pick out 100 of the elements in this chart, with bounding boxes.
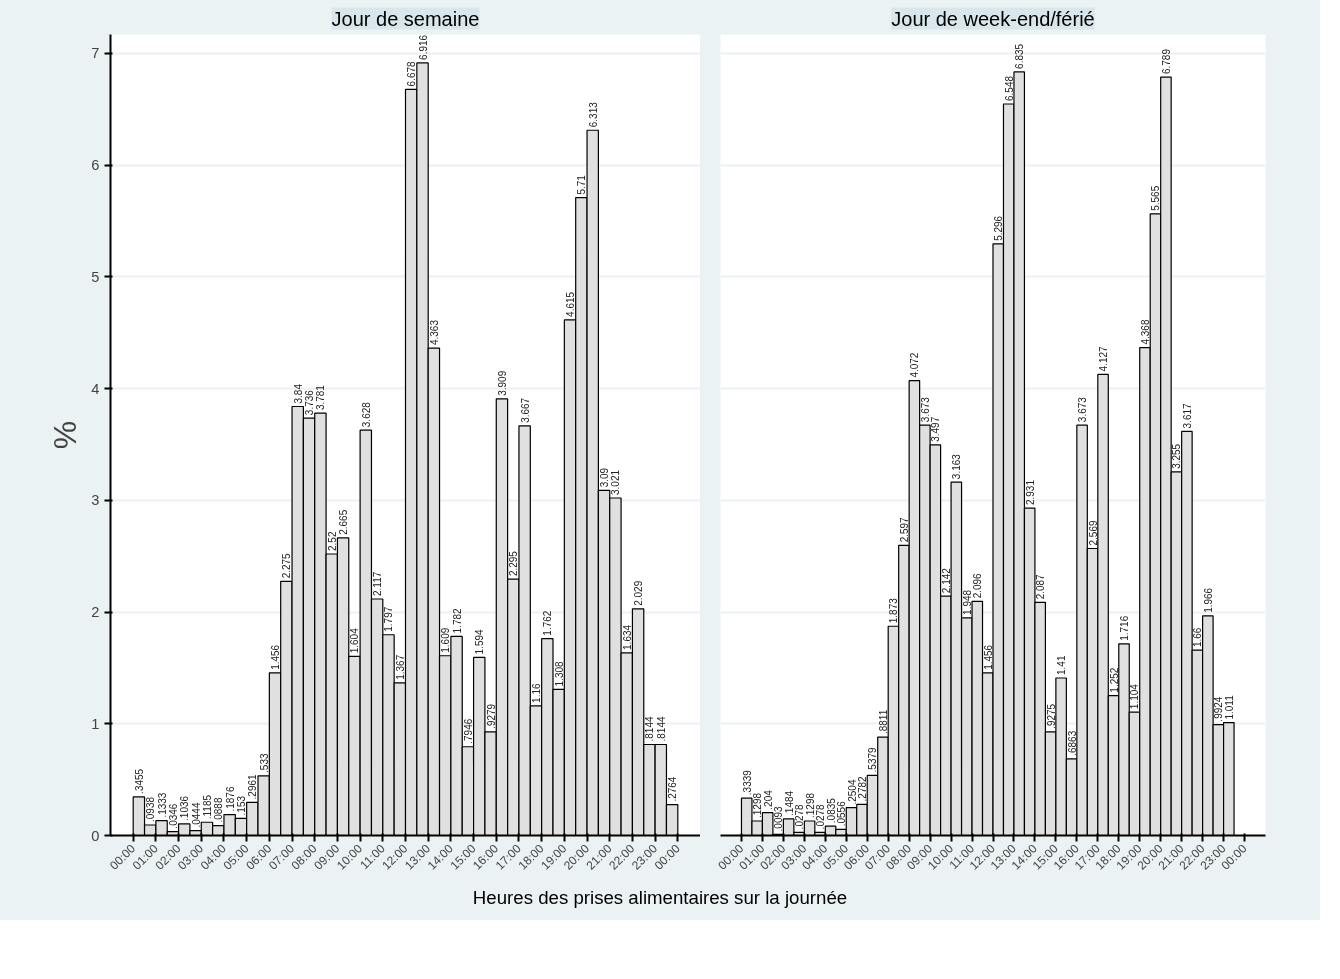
data-label: 3.021	[610, 469, 622, 496]
chart-title: Jour de semaine	[331, 7, 480, 30]
data-label: 6.548	[1003, 75, 1015, 101]
data-label: .1333	[156, 792, 168, 818]
data-label: 2.029	[633, 580, 645, 606]
data-label: 6.789	[1160, 48, 1172, 75]
data-label: .1298	[752, 792, 764, 818]
data-label: 1.16	[530, 683, 542, 703]
data-label: 1.966	[1202, 587, 1214, 613]
data-label: 1.782	[451, 607, 463, 634]
data-label: 2.569	[1087, 520, 1099, 546]
data-label: 1.456	[982, 644, 994, 670]
data-label: .2782	[856, 775, 868, 802]
data-label: 2.117	[372, 571, 384, 596]
y-tick-label: 3	[91, 492, 100, 509]
data-label: 4.127	[1098, 345, 1110, 372]
data-label: .2961	[247, 773, 259, 800]
chart-title: Jour de week-end/férié	[891, 7, 1095, 30]
data-label: 2.597	[898, 516, 910, 543]
data-label: .6863	[1066, 730, 1078, 756]
data-label: .0556	[836, 800, 848, 827]
data-label: .1298	[804, 792, 816, 818]
data-label: .9279	[485, 703, 497, 729]
data-label: 1.797	[383, 606, 395, 632]
data-label: 1.594	[474, 628, 486, 655]
y-tick-label: 0	[91, 827, 100, 844]
data-label: 3.497	[930, 416, 942, 442]
y-tick-label: 4	[91, 380, 100, 397]
data-label: .1185	[201, 794, 213, 820]
data-label: 1.762	[542, 610, 554, 636]
data-label: 6.678	[406, 61, 418, 87]
data-label: 3.673	[1077, 396, 1089, 423]
y-tick-label: 2	[91, 604, 100, 621]
data-label: .0093	[773, 806, 785, 832]
data-label: .3455	[133, 768, 145, 794]
data-label: 3.255	[1171, 443, 1183, 469]
data-label: .0278	[794, 803, 806, 830]
data-label: .7946	[462, 718, 474, 744]
data-label: 3.909	[496, 370, 508, 396]
data-label: .8144	[644, 716, 656, 742]
data-label: .2504	[846, 779, 858, 805]
data-label: 1.948	[961, 589, 973, 615]
data-label: 1.604	[349, 627, 361, 654]
data-label: .0278	[815, 803, 827, 830]
data-label: 2.931	[1024, 479, 1036, 506]
data-label: .0888	[213, 797, 225, 823]
data-label: 3.84	[292, 383, 304, 404]
data-label: 1.41	[1056, 655, 1068, 675]
data-label: 2.665	[338, 509, 350, 535]
data-label: 4.615	[565, 291, 577, 317]
data-label: 1.873	[888, 597, 900, 624]
data-label: 3.781	[315, 384, 327, 411]
data-label: 6.313	[587, 101, 599, 128]
data-label: 3.736	[304, 389, 316, 416]
data-label: .0346	[167, 803, 179, 829]
data-label: 1.011	[1223, 694, 1235, 720]
data-label: .0835	[825, 797, 837, 824]
data-label: .2764	[667, 776, 679, 802]
x-axis-title: Heures des prises alimentaires sur la journée	[472, 886, 848, 910]
data-label: 2.142	[940, 567, 952, 594]
data-label: 2.295	[508, 550, 520, 577]
y-tick-label: 6	[91, 157, 100, 174]
data-label: .8144	[655, 716, 667, 742]
data-label: .1484	[783, 790, 795, 816]
data-label: 2.087	[1035, 573, 1047, 600]
data-label: 3.163	[951, 453, 963, 480]
data-label: 2.52	[326, 531, 338, 551]
y-tick-label: 7	[91, 45, 100, 62]
data-label: .3339	[741, 769, 753, 796]
data-label: 1.308	[553, 660, 565, 687]
data-label: 2.275	[281, 552, 293, 579]
data-label: .0938	[145, 796, 157, 823]
y-axis-title: %	[47, 420, 84, 450]
data-label: 5.296	[993, 215, 1005, 241]
data-label: 6.916	[417, 34, 429, 60]
data-label: 3.628	[360, 401, 372, 428]
data-label: 1.66	[1192, 627, 1204, 648]
data-label: 3.09	[599, 467, 611, 488]
data-label: 1.634	[621, 624, 633, 650]
data-label: 2.096	[972, 572, 984, 599]
y-tick-label: 5	[91, 268, 100, 285]
data-label: 1.609	[440, 627, 452, 653]
data-label: 3.667	[519, 397, 531, 423]
data-label: .9275	[1045, 703, 1057, 729]
data-label: 1.252	[1108, 667, 1120, 693]
data-label: 3.673	[919, 396, 931, 423]
data-label: 4.363	[428, 319, 440, 346]
data-label: .204	[762, 789, 774, 810]
data-label: 1.716	[1119, 615, 1131, 641]
y-tick-label: 1	[91, 715, 100, 732]
data-label: 1.367	[394, 654, 406, 680]
data-label: .533	[258, 753, 270, 773]
data-label: 5.565	[1150, 185, 1162, 211]
data-label: 1.104	[1129, 683, 1141, 710]
data-label: 6.835	[1014, 43, 1026, 69]
data-label: 3.617	[1181, 402, 1193, 429]
data-label: .0444	[190, 802, 202, 828]
data-label: .1876	[224, 786, 236, 812]
data-label: 4.368	[1139, 319, 1151, 345]
data-label: .1036	[179, 795, 191, 821]
